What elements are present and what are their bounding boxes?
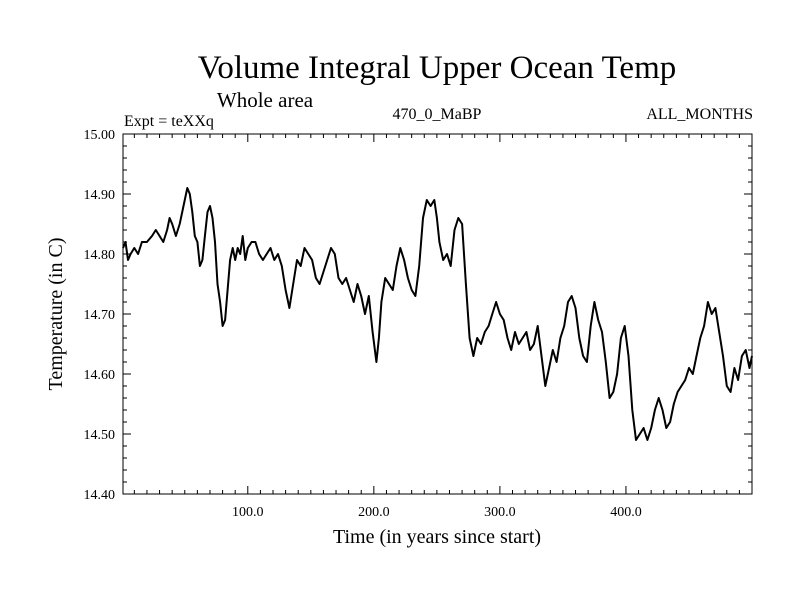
y-tick-label: 14.80 [84,248,116,263]
y-tick-label: 14.50 [84,428,116,443]
x-tick-label: 300.0 [484,505,516,520]
x-axis-label: Time (in years since start) [333,526,541,548]
axis-tick-labels: 100.0 200.0 300.0 400.0 14.40 14.50 14.60 14.70… [84,128,642,520]
y-tick-label: 15.00 [84,128,116,143]
x-tick-label: 100.0 [232,505,264,520]
x-tick-label: 400.0 [610,505,642,520]
x-tick-label: 200.0 [358,505,390,520]
series-line [122,187,753,441]
months-label: ALL_MONTHS [646,106,753,123]
y-tick-label: 14.90 [84,188,116,203]
plot-frame [122,133,753,495]
axis-ticks [123,134,752,494]
chart-title: Volume Integral Upper Ocean Temp [198,50,676,86]
y-axis-label: Temperature (in C) [45,238,67,391]
y-tick-label: 14.40 [84,488,116,503]
y-tick-label: 14.60 [84,368,116,383]
experiment-label: Expt = teXXq [124,113,214,130]
y-tick-label: 14.70 [84,308,116,323]
run-label: 470_0_MaBP [393,106,482,123]
chart-subtitle: Whole area [217,88,314,112]
